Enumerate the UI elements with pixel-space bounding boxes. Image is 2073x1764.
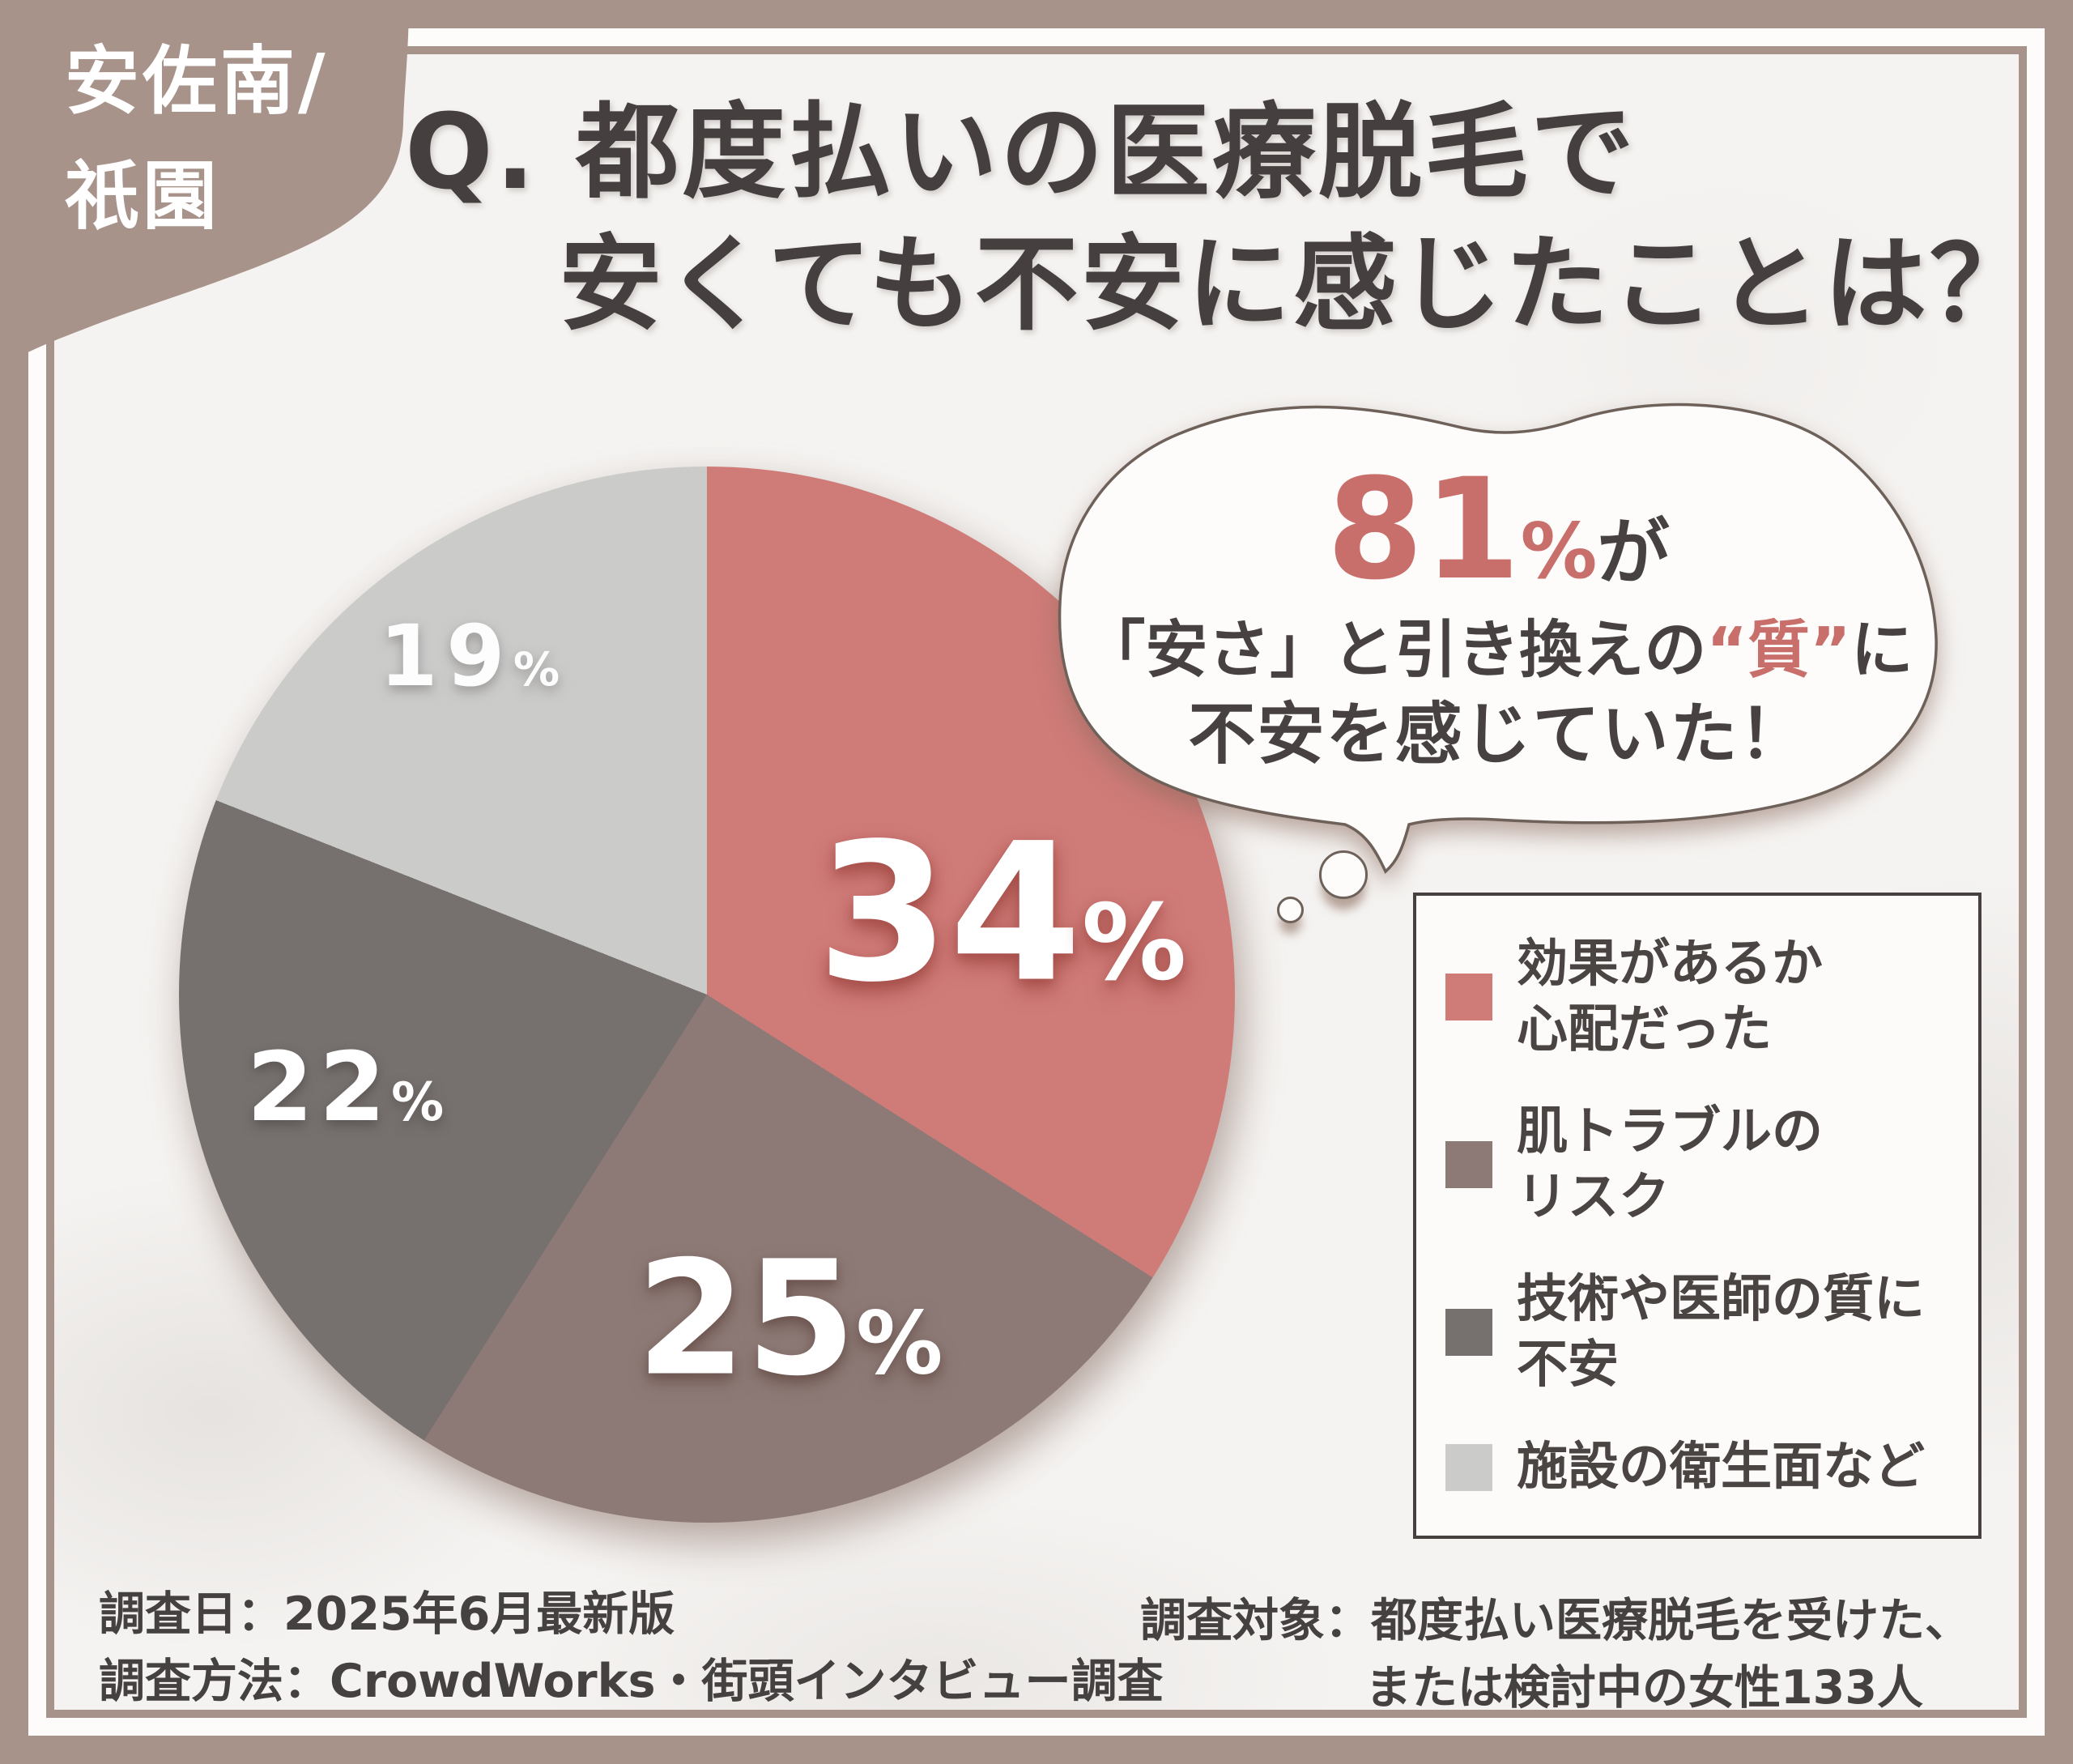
legend-item-effect: 効果があるか 心配だった (1445, 931, 1949, 1062)
legend-item-doctor-quality: 技術や医師の質に 不安 (1445, 1267, 1949, 1397)
page-title-line2: 安くても不安に感じたことは？ (559, 224, 2036, 345)
legend-label: 技術や医師の質に 不安 (1517, 1269, 1925, 1394)
legend-swatch-lightgray (1445, 1443, 1492, 1491)
legend-item-skin-trouble: 肌トラブルの リスク (1445, 1099, 1949, 1229)
chart-legend: 効果があるか 心配だった 肌トラブルの リスク 技術や医師の質に 不安 施設の衛生面な… (1413, 893, 1981, 1539)
page-title-line1: Q. 都度払いの医療脱毛で (405, 92, 1637, 213)
survey-method: 調査方法：CrowdWorks・街頭インタビュー調査 (99, 1654, 1164, 1708)
bubble-stat-suffix: が (1597, 511, 1670, 595)
survey-target-line1: 調査対象：都度払い医療脱毛を受けた、 (1140, 1594, 1971, 1647)
pie-slice-label-34: 34% (817, 819, 1187, 1009)
location-badge-line2: 祇園 (65, 153, 221, 240)
legend-label: 効果があるか 心配だった (1517, 934, 1823, 1059)
percent-sign: % (855, 1293, 943, 1395)
legend-label: 施設の衛生面など (1517, 1437, 1925, 1497)
corner-blob-shape (0, 0, 409, 367)
bubble-line2-pre: 「安さ」と引き換えの (1083, 615, 1707, 687)
percent-sign: % (391, 1072, 450, 1133)
bubble-line2: 「安さ」と引き換えの“質”に (1069, 615, 1927, 688)
pie-slice-value: 25 (636, 1226, 856, 1411)
percent-sign: % (1081, 882, 1187, 1004)
bubble-text-block: 81%が 「安さ」と引き換えの“質”に 不安を感じていた！ (1069, 460, 1927, 771)
survey-target-line2: または検討中の女性133人 (1365, 1660, 1923, 1715)
location-badge-line1: 安佐南/ (65, 38, 329, 125)
pie-slice-value: 19 (379, 607, 513, 705)
legend-item-hygiene: 施設の衛生面など (1445, 1434, 1949, 1500)
pie-slice-label-25: 25% (636, 1240, 943, 1398)
pie-slice-value: 34 (816, 803, 1082, 1025)
legend-label: 肌トラブルの リスク (1517, 1101, 1823, 1226)
legend-swatch-red (1445, 973, 1492, 1020)
bubble-stat-line: 81%が (1069, 460, 1927, 599)
percent-sign: % (513, 643, 568, 697)
legend-swatch-gray (1445, 1308, 1492, 1356)
survey-info-right: 調査対象：都度払い医療脱毛を受けた、 または検討中の女性133人 (1140, 1587, 1971, 1721)
pie-slice-label-19: 19% (379, 614, 568, 698)
pie-slice-value: 22 (246, 1031, 392, 1143)
thought-bubble-dot-large (1319, 850, 1368, 899)
bubble-line2-post: に (1850, 615, 1913, 687)
bubble-stat-value: 81 (1326, 448, 1521, 611)
legend-swatch-mauve (1445, 1140, 1492, 1188)
survey-info-left: 調査日：2025年6月最新版 調査方法：CrowdWorks・街頭インタビュー調… (99, 1581, 1164, 1715)
survey-date: 調査日：2025年6月最新版 (99, 1587, 675, 1641)
bubble-line2-emphasis: “質” (1706, 615, 1851, 687)
pie-chart (179, 467, 1235, 1523)
pie-slice-label-22: 22% (247, 1039, 449, 1135)
bubble-line3: 不安を感じていた！ (1188, 694, 1808, 773)
thought-bubble-shape (1058, 403, 1938, 874)
thought-bubble-dot-small (1277, 897, 1304, 923)
percent-sign: % (1520, 507, 1598, 596)
